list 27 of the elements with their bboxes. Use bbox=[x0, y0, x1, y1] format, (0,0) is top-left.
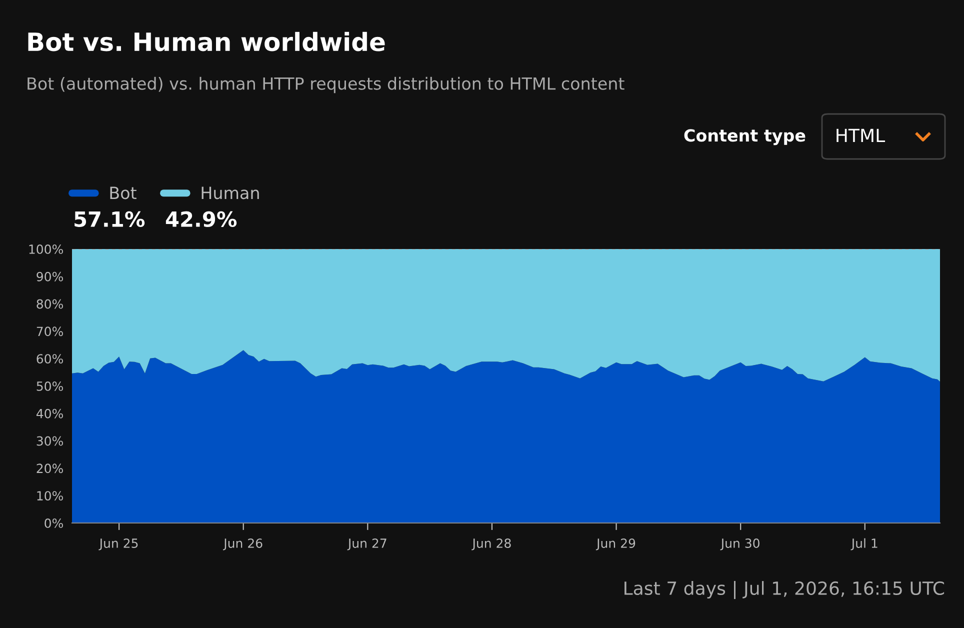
y-tick-label: 50% bbox=[36, 381, 63, 391]
y-tick-label: 40% bbox=[36, 408, 63, 418]
x-tick-label: Jun 30 bbox=[720, 538, 760, 550]
y-tick-label: 60% bbox=[36, 354, 63, 364]
y-tick-label: 80% bbox=[36, 299, 63, 309]
chart-title: Bot vs. Human worldwide bbox=[28, 32, 385, 52]
legend-label: Bot bbox=[110, 186, 136, 200]
chart-subtitle: Bot (automated) vs. human HTTP requests distribution to HTML content bbox=[28, 76, 624, 94]
text: Last 7 days | Jul 1, 2026, 16:15 UTC bbox=[624, 580, 944, 600]
x-tick-label: Jun 26 bbox=[223, 538, 262, 550]
x-tick-label: Jun 25 bbox=[98, 538, 138, 550]
x-tick-label: Jun 29 bbox=[596, 538, 636, 550]
y-tick-label: 90% bbox=[36, 272, 63, 282]
y-tick-label: 20% bbox=[36, 464, 63, 474]
text: 57.1% bbox=[74, 211, 145, 228]
x-tick-label: Jun 28 bbox=[472, 538, 511, 550]
y-tick-label: 70% bbox=[36, 326, 63, 336]
y-tick-label: 10% bbox=[37, 491, 63, 501]
y-tick-label: 100% bbox=[29, 244, 63, 254]
text: Content type bbox=[684, 129, 806, 146]
y-tick-label: 30% bbox=[36, 436, 63, 446]
x-tick-label: Jun 27 bbox=[347, 538, 386, 550]
text: 42.9% bbox=[166, 211, 237, 228]
text: HTML bbox=[836, 128, 886, 142]
y-tick-label: 0% bbox=[44, 518, 63, 528]
legend-label: Human bbox=[202, 186, 259, 200]
x-tick-label: Jul 1 bbox=[850, 538, 878, 550]
